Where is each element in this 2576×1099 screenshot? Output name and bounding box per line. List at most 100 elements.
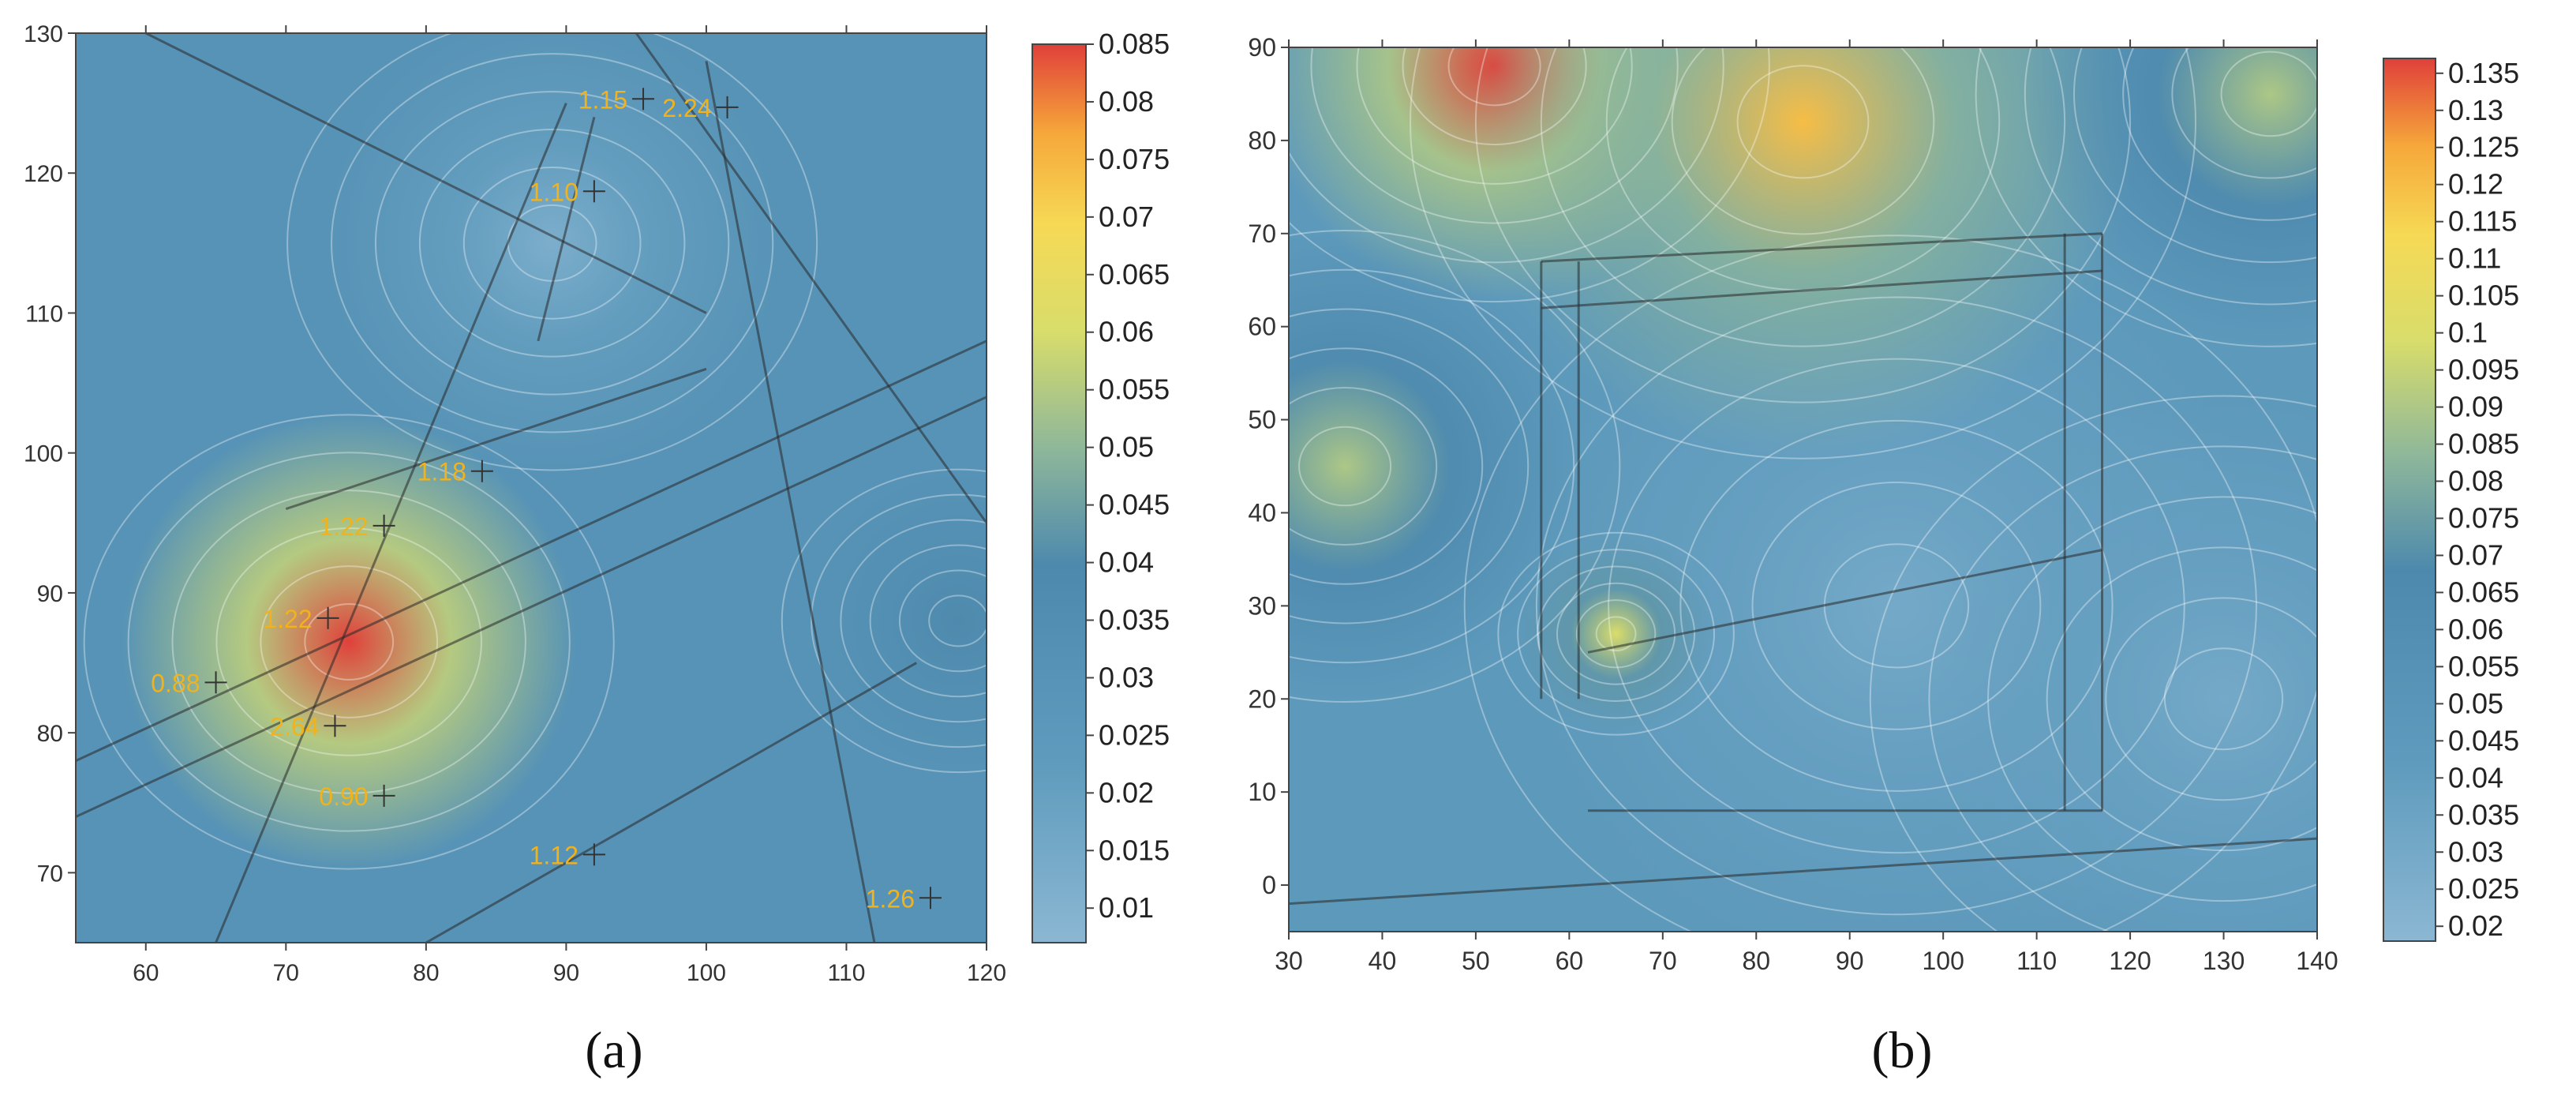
panel-label-a: (a) (585, 1022, 642, 1079)
colorbar-tick-label: 0.125 (2448, 131, 2519, 163)
contour-line (1289, 308, 1530, 625)
x-tick-label: 90 (1836, 947, 1864, 975)
y-axis-a: 70 80 90 100 110 120 130 (24, 21, 76, 887)
y-tick-label: 40 (1248, 498, 1276, 527)
contour-line (2024, 47, 2317, 306)
plan-outline (76, 396, 987, 818)
contour-line (1310, 47, 1679, 224)
colorbar-tick-label: 0.03 (1099, 661, 1154, 693)
y-tick-label: 90 (1248, 33, 1276, 62)
colorbar-tick-label: 0.065 (2448, 576, 2519, 608)
x-axis-b: 30 40 50 60 70 80 90 100 110 120 130 140 (1275, 39, 2338, 975)
contour-line (374, 91, 730, 396)
colorbar-tick-label: 0.065 (1099, 258, 1170, 291)
point-value-label: 2.64 (270, 712, 319, 741)
point-value-label: 1.22 (319, 512, 368, 541)
colorbar-tick-label: 0.06 (2448, 613, 2503, 645)
annotations-a: 1.15 2.24 1.10 1.18 1.22 1.22 0.88 2.64 0.90 1.12… (151, 85, 942, 913)
contour-line (1447, 47, 1541, 107)
x-tick-label: 60 (1556, 947, 1584, 975)
contour-line (1410, 47, 2196, 459)
colorbar-tick-label: 0.085 (1099, 28, 1170, 60)
x-tick-label: 70 (1649, 947, 1677, 975)
plan-outline (1541, 232, 2102, 263)
plan-outline (537, 116, 596, 342)
y-tick-label: 90 (37, 581, 63, 607)
point-value-label: 1.26 (866, 884, 915, 913)
hotspot-blob (1289, 231, 1581, 702)
colorbar-tick-label: 0.135 (2448, 57, 2519, 89)
plan-outline (1587, 549, 2102, 654)
colorbar-b: 0.02 0.025 0.03 0.035 0.04 0.045 0.05 0.055 0.06… (2383, 57, 2519, 942)
y-tick-label: 70 (37, 861, 63, 887)
colorbar-tick-label: 0.13 (2448, 94, 2503, 126)
x-tick-label: 100 (687, 960, 726, 986)
x-tick-label: 60 (133, 960, 159, 986)
contour-line (869, 544, 987, 698)
colorbar-tick-label: 0.07 (1099, 201, 1154, 233)
contour-line (286, 33, 818, 471)
colorbar-tick-label: 0.08 (1099, 85, 1154, 118)
contour-line (781, 468, 987, 774)
panel-b: 30 40 50 60 70 80 90 100 110 120 130 140 0 10 20 30 40 5… (1248, 33, 2519, 1079)
heatmap-b (1289, 47, 2317, 932)
contour-line (1356, 47, 1633, 185)
plan-outline (76, 339, 987, 762)
colorbar-tick-label: 0.075 (2448, 501, 2519, 534)
point-value-label: 1.15 (578, 85, 627, 114)
colorbar-tick-label: 0.015 (1099, 834, 1170, 866)
contour-line (2220, 51, 2317, 137)
contour-line (171, 489, 526, 794)
colorbar-tick-label: 0.095 (2448, 354, 2519, 386)
contour-line (2122, 47, 2317, 221)
x-tick-label: 30 (1275, 947, 1303, 975)
contour-line (1289, 347, 1484, 585)
colorbar-a: 0.01 0.015 0.02 0.025 0.03 0.035 0.04 0.045 0.05… (1032, 28, 1170, 943)
contour-line (1463, 234, 2317, 932)
contour-line (811, 493, 987, 748)
panel-label-b: (b) (1872, 1022, 1933, 1079)
x-tick-label: 130 (2203, 947, 2245, 975)
contour-line (1608, 358, 2185, 854)
y-tick-label: 20 (1248, 685, 1276, 713)
contour-line (1987, 496, 2317, 902)
colorbar-tick-label: 0.025 (1099, 718, 1170, 751)
contour-line (1402, 47, 1587, 146)
y-tick-label: 100 (24, 441, 63, 467)
contour-line (260, 565, 439, 718)
plan-outline (705, 61, 876, 943)
y-tick-label: 130 (24, 21, 63, 47)
contour-line (1975, 47, 2317, 347)
contour-line (2105, 597, 2317, 801)
contour-line (1475, 47, 2131, 403)
y-tick-label: 10 (1248, 778, 1276, 806)
contour-line (1298, 426, 1392, 507)
colorbar-tick-label: 0.12 (2448, 168, 2503, 201)
contour-line (462, 166, 642, 320)
colorbar-tick-label: 0.105 (2448, 279, 2519, 312)
colorbar-tick-label: 0.11 (2448, 242, 2501, 275)
x-tick-label: 120 (2109, 947, 2151, 975)
x-tick-label: 100 (1922, 947, 1964, 975)
colorbar-tick-label: 0.1 (2448, 317, 2488, 349)
point-value-label: 1.22 (263, 605, 312, 633)
hotspot-blob (1466, 47, 2140, 459)
contour-line (1679, 419, 2114, 792)
contour-line (127, 452, 571, 832)
contour-line (2046, 546, 2317, 852)
hotspot-blob (1515, 532, 1717, 735)
colorbar-tick-label: 0.045 (2448, 724, 2519, 756)
colorbar-tick-label: 0.075 (1099, 143, 1170, 175)
point-value-label: 0.90 (319, 782, 368, 811)
colorbar-tick-label: 0.05 (1099, 431, 1154, 463)
x-tick-label: 70 (273, 960, 299, 986)
contour-line (1537, 565, 1696, 703)
x-tick-label: 110 (828, 960, 866, 986)
contour-line (1575, 599, 1657, 669)
plan-outline (145, 33, 707, 314)
contour-line (898, 569, 987, 673)
plan-outline (1289, 837, 2317, 906)
plot-frame-a (75, 32, 987, 943)
y-tick-label: 80 (37, 721, 63, 747)
point-value-label: 2.24 (662, 94, 711, 122)
